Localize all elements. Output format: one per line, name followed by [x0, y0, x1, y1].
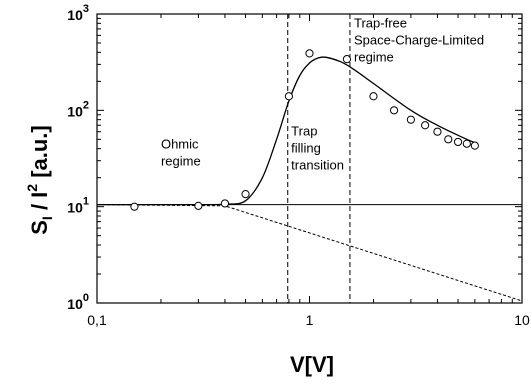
y-axis-title: SI / I2 [a.u.]	[24, 125, 55, 235]
x-axis: 0,1 1 10	[87, 14, 530, 328]
y-axis-title-s: S	[27, 220, 52, 235]
data-point	[342, 55, 352, 64]
data-point	[241, 190, 250, 199]
series-lines	[96, 56, 523, 302]
data-point	[421, 121, 430, 130]
y-axis-title-slash: / I	[27, 192, 52, 216]
x-tick-label: 0,1	[87, 312, 107, 328]
data-point	[305, 49, 314, 58]
data-point	[406, 115, 415, 124]
fit-curve	[96, 56, 476, 206]
data-point	[453, 137, 463, 147]
y-tick-label: 101	[67, 196, 89, 216]
y-axis-title-sub: I	[39, 216, 55, 220]
data-point	[284, 92, 294, 101]
data-point	[433, 127, 442, 136]
data-point	[389, 106, 399, 115]
data-points	[130, 49, 479, 211]
svg-text:SI / I2 [a.u.]: SI / I2 [a.u.]	[24, 125, 55, 235]
y-axis: 100 101 102 103	[67, 3, 522, 312]
x-axis-title: V[V]	[290, 352, 334, 377]
data-point	[369, 92, 378, 101]
y-tick-label: 103	[67, 3, 89, 23]
annotation: Trap filling transition	[291, 123, 344, 172]
data-point	[462, 139, 471, 148]
x-tick-label: 1	[306, 312, 314, 328]
y-tick-label: 100	[67, 292, 89, 312]
data-point	[130, 202, 139, 211]
vertical-guides	[287, 14, 351, 303]
annotations: Ohmic regime Trap filling transition Trap-fre…	[161, 16, 484, 173]
data-point	[444, 135, 453, 144]
annotation: Ohmic regime	[161, 137, 201, 169]
y-tick-label: 102	[67, 99, 89, 119]
data-point	[470, 141, 479, 150]
y-axis-title-unit: [a.u.]	[27, 125, 52, 184]
data-point	[194, 201, 203, 210]
y-axis-title-sup: 2	[24, 184, 40, 192]
dashed-trend-line	[96, 204, 523, 302]
annotation: Trap-free Space-Charge-Limited regime	[354, 16, 484, 65]
data-point	[220, 199, 230, 208]
x-tick-label: 10	[514, 312, 530, 328]
